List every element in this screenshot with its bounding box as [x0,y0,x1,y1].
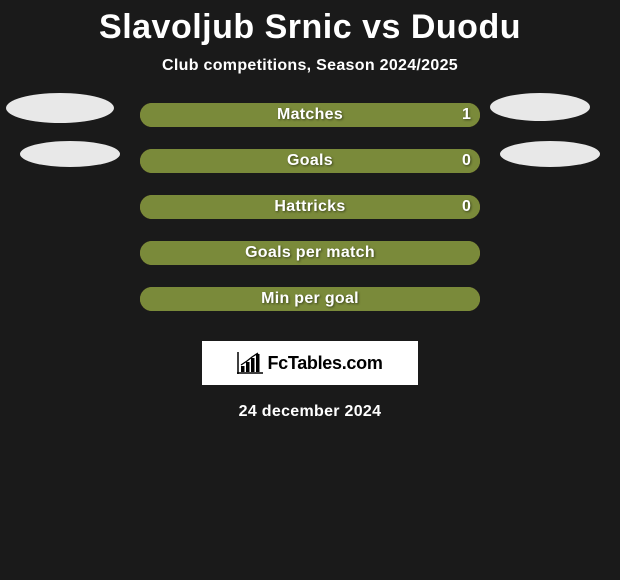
stat-value-right: 1 [462,103,471,127]
stat-label: Min per goal [140,287,480,311]
stat-row: Goals per match [0,241,620,287]
page-title: Slavoljub Srnic vs Duodu [0,0,620,47]
logo: FcTables.com [237,352,382,374]
stat-label: Goals [140,149,480,173]
stat-label: Goals per match [140,241,480,265]
stat-label: Matches [140,103,480,127]
chart-icon [237,352,263,374]
stat-row: Hattricks0 [0,195,620,241]
player-right-marker [490,93,590,121]
date-label: 24 december 2024 [0,403,620,421]
player-left-marker [6,93,114,123]
stat-value-right: 0 [462,149,471,173]
stat-row: Goals0 [0,149,620,195]
logo-text: FcTables.com [267,353,382,374]
comparison-chart: Matches1Goals0Hattricks0Goals per matchM… [0,103,620,333]
stat-value-right: 0 [462,195,471,219]
page-subtitle: Club competitions, Season 2024/2025 [0,57,620,75]
player-right-marker [500,141,600,167]
stat-label: Hattricks [140,195,480,219]
player-left-marker [20,141,120,167]
logo-box: FcTables.com [202,341,418,385]
stat-row: Min per goal [0,287,620,333]
